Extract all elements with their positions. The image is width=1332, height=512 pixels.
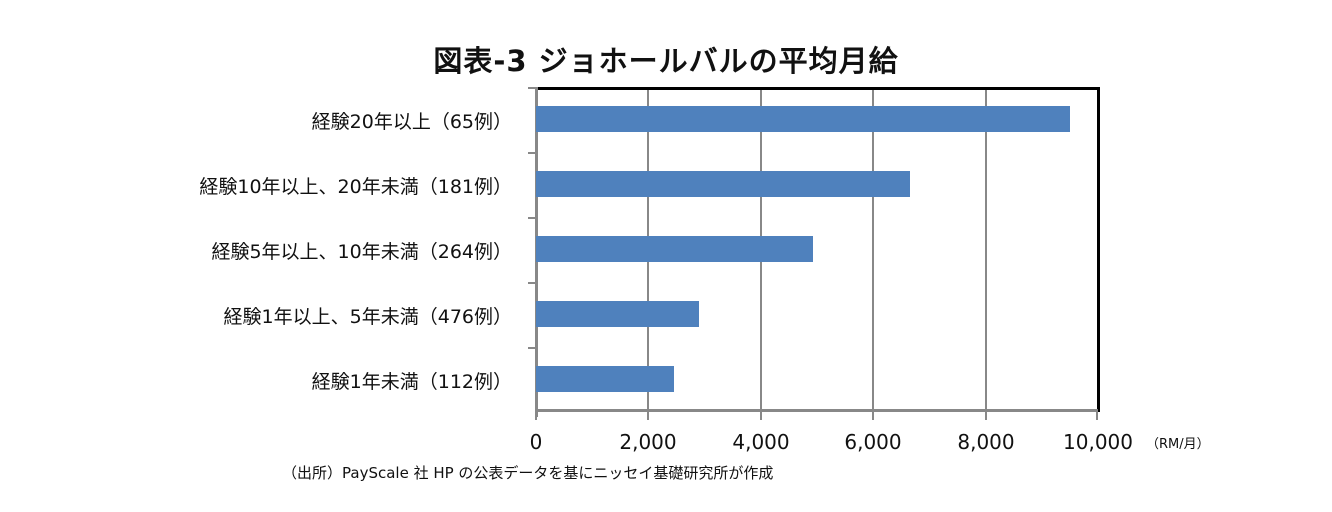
y-tick	[528, 282, 536, 284]
y-tick	[528, 217, 536, 219]
x-tick	[985, 412, 987, 420]
bar-1-5-years	[536, 301, 699, 327]
x-tick	[647, 412, 649, 420]
chart-title: 図表-3 ジョホールバルの平均月給	[433, 44, 899, 78]
y-tick	[528, 152, 536, 154]
category-label: 経験5年以上、10年未満（264例）	[211, 241, 512, 263]
plot-area	[528, 87, 1100, 420]
y-tick	[528, 347, 536, 349]
x-tick-label: 2,000	[619, 430, 677, 454]
gridline	[872, 87, 874, 412]
plot-border-top	[535, 87, 1100, 90]
x-axis-unit: （RM/月）	[1146, 437, 1210, 452]
category-label: 経験1年未満（112例）	[311, 371, 512, 393]
gridline	[985, 87, 987, 412]
bar-20-plus-years	[536, 106, 1070, 132]
x-tick-label: 0	[529, 430, 543, 454]
x-tick	[1096, 412, 1098, 420]
x-tick-label: 6,000	[844, 430, 902, 454]
x-tick	[535, 412, 537, 420]
bar-under-1-year	[536, 366, 674, 392]
x-tick-label: 4,000	[732, 430, 790, 454]
bar-5-10-years	[536, 236, 813, 262]
x-tick	[760, 412, 762, 420]
source-note: （出所）PayScale 社 HP の公表データを基にニッセイ基礎研究所が作成	[282, 464, 774, 482]
x-tick	[872, 412, 874, 420]
category-label: 経験20年以上（65例）	[311, 111, 512, 133]
bar-10-20-years	[536, 171, 910, 197]
category-label: 経験10年以上、20年未満（181例）	[199, 176, 512, 198]
x-tick-label: 10,000	[1063, 430, 1133, 454]
plot-border-right	[1097, 87, 1100, 412]
category-label: 経験1年以上、5年未満（476例）	[223, 306, 512, 328]
x-axis	[535, 409, 1098, 412]
x-tick-label: 8,000	[957, 430, 1015, 454]
y-tick	[528, 87, 536, 89]
